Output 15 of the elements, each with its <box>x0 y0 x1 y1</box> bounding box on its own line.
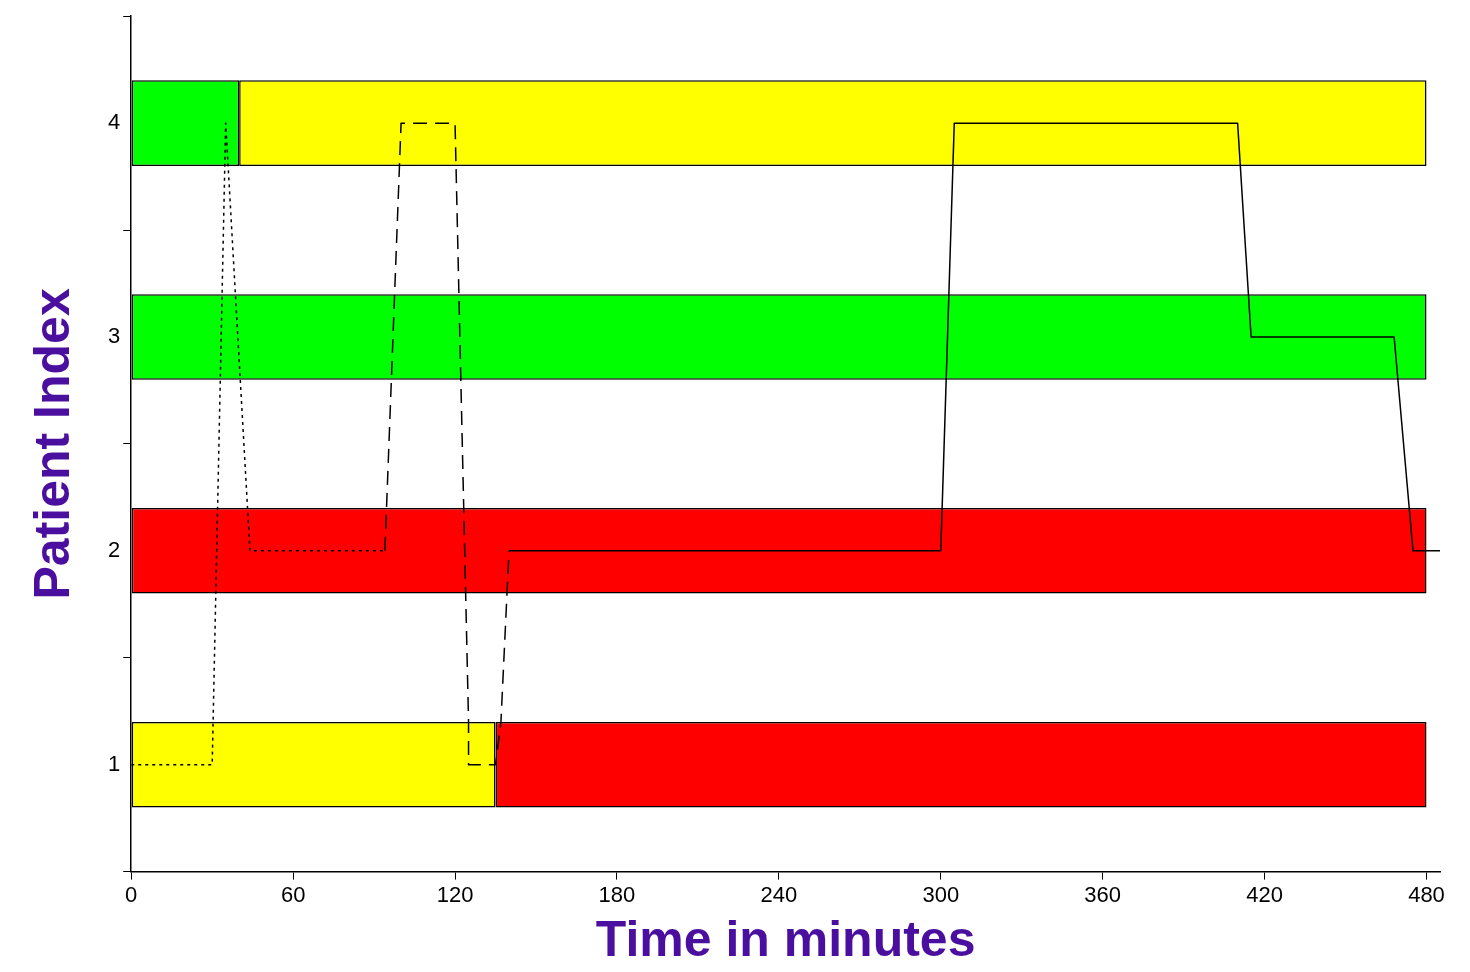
x-tick-label: 360 <box>1084 881 1122 907</box>
y-axis-title: Patient Index <box>23 288 80 600</box>
y-tick-label: 3 <box>107 323 121 349</box>
x-tick-label: 300 <box>922 881 960 907</box>
x-tick-label: 480 <box>1408 881 1445 907</box>
x-tick-label: 180 <box>598 881 636 907</box>
x-tick-label: 420 <box>1246 881 1283 907</box>
y-tick-label: 2 <box>107 536 121 562</box>
x-tick-label: 0 <box>125 881 138 907</box>
y-tick-label: 4 <box>107 109 121 135</box>
x-tick-label: 60 <box>280 881 306 907</box>
y-tick-label: 1 <box>107 750 121 776</box>
x-tick-label: 240 <box>760 881 798 907</box>
x-axis-title: Time in minutes <box>595 910 976 967</box>
x-tick-label: 120 <box>436 881 474 907</box>
